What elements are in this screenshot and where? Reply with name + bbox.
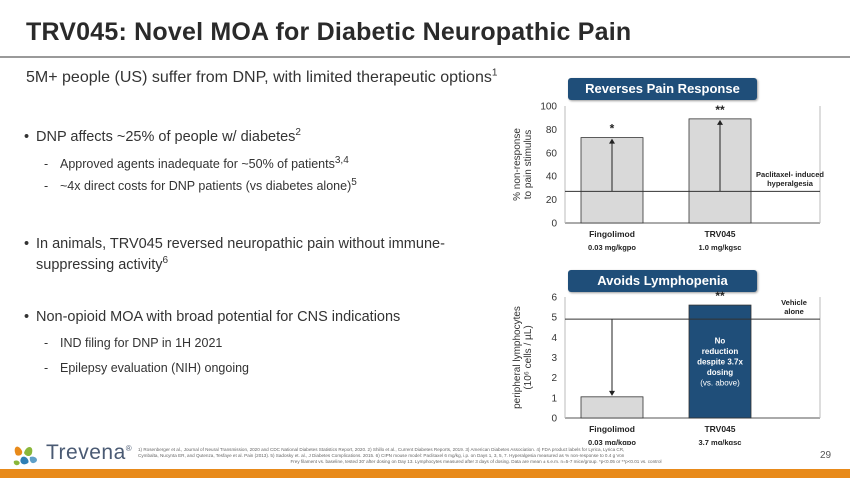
significance-marker: * bbox=[610, 122, 615, 136]
y-tick-label: 6 bbox=[551, 293, 557, 304]
y-axis-label-line2: (10⁶ cells / µL) bbox=[523, 325, 534, 389]
dose-label: 0.03 mg/kgpo bbox=[588, 438, 636, 445]
chart-header-lymphopenia: Avoids Lymphopenia bbox=[568, 270, 757, 292]
bar-note-line: (vs. above) bbox=[700, 378, 740, 387]
y-tick-label: 3 bbox=[551, 353, 557, 364]
trevena-logo: Trevena® bbox=[8, 441, 138, 467]
effect-arrow-head bbox=[717, 119, 723, 125]
bar-note-line: dosing bbox=[707, 368, 733, 377]
lymphopenia-chart: 0 1 2 3 4 5 6 peripheral lymphocytes (10⁶ cells … bbox=[512, 290, 821, 445]
trevena-leaf-icon bbox=[13, 446, 37, 466]
significance-marker: ** bbox=[715, 103, 725, 117]
category-label: Fingolimod bbox=[589, 424, 635, 434]
effect-arrow-head bbox=[609, 138, 615, 144]
baseline-label-line2: hyperalgesia bbox=[767, 179, 814, 188]
y-axis-label-line2: to pain stimulus bbox=[523, 130, 534, 199]
bottom-accent-bar bbox=[0, 469, 850, 478]
sub-bullet-approved-agents: - Approved agents inadequate for ~50% of … bbox=[44, 154, 349, 171]
bar-note-line: No bbox=[715, 336, 726, 345]
bar bbox=[580, 396, 644, 419]
bullet-dnp-prevalence: • DNP affects ~25% of people w/ diabetes2 bbox=[24, 127, 301, 145]
title-divider bbox=[0, 56, 850, 58]
y-tick-label: 0 bbox=[551, 219, 557, 230]
bullet-animal-results: • In animals, TRV045 reversed neuropathic… bbox=[24, 236, 445, 273]
y-tick-label: 1 bbox=[551, 393, 557, 404]
category-label: TRV045 bbox=[704, 229, 735, 239]
y-axis-label-line1: peripheral lymphocytes bbox=[512, 306, 523, 409]
footnote: 1) Rosenberger et al., Journal of Neural… bbox=[138, 447, 662, 464]
sub-bullet-ind-filing: - IND filing for DNP in 1H 2021 bbox=[44, 336, 223, 350]
bar bbox=[688, 304, 752, 419]
y-tick-label: 2 bbox=[551, 373, 557, 384]
y-tick-label: 4 bbox=[551, 333, 557, 344]
registered-mark: ® bbox=[125, 444, 133, 453]
baseline-label-line1: Paclitaxel- induced bbox=[756, 170, 824, 179]
bar-note-line: despite 3.7x bbox=[697, 357, 743, 366]
category-label: TRV045 bbox=[704, 424, 735, 434]
dose-label: 0.03 mg/kgpo bbox=[588, 243, 636, 252]
significance-marker: ** bbox=[715, 290, 725, 303]
y-tick-label: 60 bbox=[546, 148, 558, 159]
y-tick-label: 100 bbox=[540, 102, 557, 113]
baseline-label-line2: alone bbox=[784, 307, 804, 316]
slide-title: TRV045: Novel MOA for Diabetic Neuropath… bbox=[26, 18, 632, 46]
chart-header-pain-response: Reverses Pain Response bbox=[568, 78, 757, 100]
bullet-non-opioid-moa: • Non-opioid MOA with broad potential for… bbox=[24, 309, 401, 325]
sub-bullet-epilepsy: - Epilepsy evaluation (NIH) ongoing bbox=[44, 361, 249, 375]
bar-note-line: reduction bbox=[702, 347, 739, 356]
effect-arrow-head bbox=[609, 390, 615, 396]
sub-bullet-direct-costs: - ~4x direct costs for DNP patients (vs d… bbox=[44, 176, 357, 193]
y-tick-label: 40 bbox=[546, 172, 558, 183]
pain-response-chart: 0 20 40 60 80 100 % non-response to pain stimul… bbox=[512, 102, 824, 253]
dose-label: 3.7 mg/kgsc bbox=[699, 438, 742, 445]
y-tick-label: 80 bbox=[546, 125, 558, 136]
y-tick-label: 0 bbox=[551, 414, 557, 425]
slide-subtitle: 5M+ people (US) suffer from DNP, with li… bbox=[26, 67, 498, 86]
y-tick-label: 20 bbox=[546, 195, 558, 206]
page-number: 29 bbox=[820, 450, 832, 461]
y-axis-label-line1: % non-response bbox=[512, 128, 523, 201]
baseline-label-line1: Vehicle bbox=[781, 298, 807, 307]
logo-wordmark: Trevena bbox=[46, 441, 126, 464]
y-tick-label: 5 bbox=[551, 313, 557, 324]
category-label: Fingolimod bbox=[589, 229, 635, 239]
dose-label: 1.0 mg/kgsc bbox=[699, 243, 742, 252]
